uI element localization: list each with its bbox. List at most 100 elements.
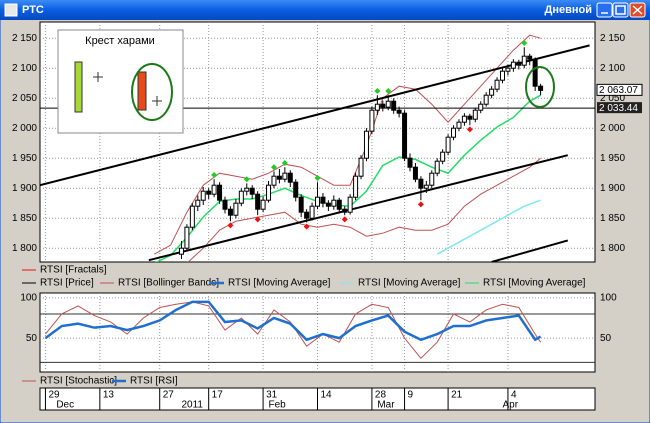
candle-body	[255, 193, 261, 210]
y-tick-label: 1 950	[600, 153, 625, 164]
candle-body	[211, 184, 217, 195]
trend-line	[40, 44, 590, 187]
fractal-up	[270, 164, 277, 171]
y-tick-label: 1 850	[12, 213, 37, 224]
y-tick-label: 1 800	[12, 243, 37, 254]
legend-label: RTSI [Fractals]	[40, 265, 107, 276]
inset-title: Крест харами	[85, 35, 155, 47]
candle-body	[489, 88, 495, 96]
candle-body	[380, 103, 386, 108]
y-tick-label: 1 950	[12, 153, 37, 164]
candle-body	[391, 100, 397, 111]
trend-line	[148, 154, 569, 262]
x-tick-label: 27	[163, 390, 175, 401]
window-icon	[4, 3, 18, 17]
x-tick-label: 14	[321, 390, 333, 401]
candle-body	[184, 226, 190, 249]
plot-layer	[40, 22, 595, 262]
candle-body	[282, 172, 288, 180]
candle-body	[178, 247, 184, 255]
candle-body	[353, 175, 359, 198]
month-label: Dec	[56, 400, 74, 411]
candle-body	[423, 184, 429, 189]
highlight-ellipse	[131, 63, 173, 121]
candle-body	[315, 196, 320, 207]
y-tick-label: 1 900	[12, 183, 37, 194]
candle-body	[206, 190, 212, 195]
month-label: Mar	[377, 400, 395, 411]
candle-body	[233, 202, 239, 216]
candle-body	[412, 166, 418, 180]
candle-body	[189, 205, 195, 228]
candle-body	[271, 175, 277, 186]
fractal-down	[303, 223, 310, 230]
candle-body	[363, 130, 369, 159]
y-tick-label: 2 050	[600, 93, 625, 104]
y-tick-label: 2 150	[12, 33, 37, 44]
trend-line	[491, 239, 569, 262]
candle-body	[516, 61, 522, 66]
candle-body	[304, 211, 310, 219]
candle-body	[434, 160, 440, 174]
candle-body	[238, 190, 244, 204]
x-tick-label: 29	[48, 390, 60, 401]
candle-body	[532, 58, 538, 87]
pattern-candle	[74, 61, 83, 113]
fractal-down	[417, 201, 424, 208]
candle-body	[445, 136, 451, 153]
candle-body	[320, 196, 326, 204]
legend-label: RTSI [Bollinger Bands]	[118, 278, 219, 289]
month-label: Apr	[503, 400, 519, 411]
candle-body	[217, 184, 223, 201]
candle-body	[298, 196, 304, 213]
oscillator-line	[44, 300, 542, 342]
candle-body	[266, 184, 272, 201]
window-title: РТС	[22, 4, 44, 16]
y-tick-label: 1 850	[600, 213, 625, 224]
price-label: 2 033.44	[599, 103, 638, 114]
candle-body	[385, 100, 391, 108]
y-tick-label: 2 150	[600, 33, 625, 44]
candle-body	[429, 172, 435, 186]
candle-body	[538, 85, 544, 91]
price-label-box	[596, 83, 643, 96]
minimize-button[interactable]	[596, 2, 613, 18]
candle-body	[483, 94, 489, 105]
x-tick-label: 9	[408, 390, 414, 401]
candle-body	[527, 55, 533, 60]
fractal-up	[314, 175, 321, 181]
plot-layer	[40, 293, 595, 372]
button-glyphs	[601, 5, 643, 15]
fractal-up	[521, 40, 528, 46]
fractal-up	[374, 88, 381, 94]
candle-body	[293, 181, 299, 198]
legend-label: RTSI [RSI]	[130, 376, 178, 387]
legend-label: RTSI [Moving Average]	[358, 278, 461, 289]
y-tick-label: 1 900	[600, 183, 625, 194]
y-tick-label: 100	[20, 292, 37, 303]
timeframe: Дневной	[545, 4, 593, 16]
legend-label: RTSI [Stochastic]	[40, 376, 117, 387]
y-tick-label: 100	[600, 292, 617, 303]
x-tick-label: 31	[266, 390, 278, 401]
candle-body	[260, 199, 266, 210]
fractal-down	[227, 222, 234, 229]
candle-body	[396, 109, 402, 114]
candle-body	[244, 187, 250, 192]
x-tick-label: 21	[451, 390, 463, 401]
x-tick-label: 13	[103, 390, 115, 401]
candle-body	[510, 61, 516, 69]
candle-body	[276, 175, 282, 180]
pattern-cross	[93, 72, 162, 106]
y-tick-label: 2 000	[600, 123, 625, 134]
candle-body	[407, 157, 413, 168]
x-tick-label: 4	[511, 390, 517, 401]
price-label: 2 063.07	[599, 85, 638, 96]
y-tick-label: 1 800	[600, 243, 625, 254]
fractal-up	[211, 172, 218, 178]
candle-body	[418, 178, 424, 189]
candle-body	[467, 115, 473, 120]
y-tick-label: 2 050	[12, 93, 37, 104]
legend-label: RTSI [Moving Average]	[483, 278, 586, 289]
candle-body	[287, 172, 293, 183]
